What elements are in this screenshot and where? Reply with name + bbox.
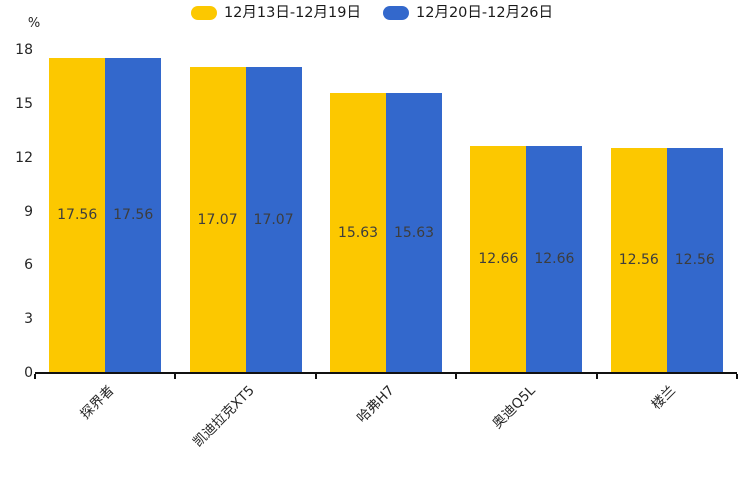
- x-axis-line: [35, 372, 737, 374]
- bar-series-2-楼兰: 12.56: [666, 147, 723, 373]
- x-axis-tick: [314, 374, 317, 379]
- bar-value-label: 17.56: [57, 207, 98, 224]
- y-tick-label: 15: [15, 95, 33, 112]
- bar-series-1-楼兰: 12.56: [610, 147, 667, 373]
- legend-swatch-icon: [383, 6, 409, 21]
- bar-value-label: 17.07: [253, 211, 294, 228]
- category-label-哈弗H7: 哈弗H7: [354, 382, 398, 427]
- legend-label: 12月13日-12月19日: [223, 5, 361, 21]
- bar-series-2-奥迪Q5L: 12.66: [526, 145, 583, 373]
- bar-value-label: 15.63: [337, 224, 379, 241]
- y-tick-label: 18: [15, 42, 33, 58]
- bar-series-1-探界者: 17.56: [49, 57, 106, 373]
- legend-swatch-icon: [190, 6, 217, 21]
- bar-series-2-探界者: 17.56: [105, 57, 162, 373]
- y-tick-label: 0: [24, 365, 33, 381]
- category-label-楼兰: 楼兰: [648, 382, 679, 413]
- bar-value-label: 15.63: [393, 224, 435, 241]
- bar-value-label: 12.56: [674, 252, 715, 269]
- bar-series-1-奥迪Q5L: 12.66: [470, 145, 527, 373]
- x-axis-tick: [736, 374, 738, 379]
- legend: 12月13日-12月19日 12月20日-12月26日: [0, 6, 744, 21]
- y-tick-label: 12: [15, 149, 33, 166]
- y-axis-unit-label: %: [27, 16, 41, 31]
- legend-item-series-2[interactable]: 12月20日-12月26日: [383, 6, 553, 21]
- legend-label: 12月20日-12月26日: [416, 5, 554, 21]
- bar-series-1-凯迪拉克XT5: 17.07: [189, 66, 246, 373]
- category-label-探界者: 探界者: [77, 382, 118, 423]
- y-tick-label: 3: [24, 311, 33, 328]
- category-label-奥迪Q5L: 奥迪Q5L: [488, 382, 539, 432]
- x-axis-tick: [455, 374, 458, 379]
- category-label-凯迪拉克XT5: 凯迪拉克XT5: [189, 382, 258, 451]
- bar-value-label: 12.66: [534, 251, 575, 268]
- x-axis-tick: [174, 374, 177, 379]
- x-axis-tick: [34, 374, 36, 379]
- bar-series-1-哈弗H7: 15.63: [330, 92, 386, 373]
- bar-series-2-凯迪拉克XT5: 17.07: [245, 66, 302, 373]
- y-tick-label: 6: [24, 257, 33, 274]
- bar-value-label: 17.56: [113, 207, 154, 224]
- bar-value-label: 12.66: [478, 251, 519, 268]
- x-axis-tick: [595, 374, 598, 379]
- y-tick-label: 9: [24, 203, 33, 220]
- legend-item-series-1[interactable]: 12月13日-12月19日: [190, 5, 361, 21]
- bar-value-label: 17.07: [197, 211, 238, 228]
- bar-value-label: 12.56: [618, 252, 659, 269]
- bar-series-2-哈弗H7: 15.63: [386, 92, 442, 373]
